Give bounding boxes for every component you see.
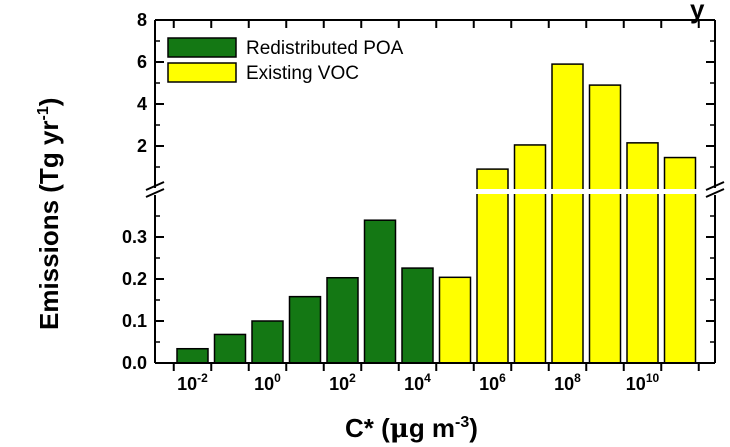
y-tick-label-upper: 4	[137, 94, 147, 114]
bar-redistributed-poa	[251, 320, 284, 364]
x-tick-label: 104	[404, 371, 431, 394]
axis-break-mark-left	[145, 188, 165, 198]
bar-redistributed-poa	[326, 276, 359, 364]
x-tick-label: 106	[479, 371, 506, 394]
legend-label-poa: Redistributed POA	[246, 38, 404, 59]
y-axis-title: Emissions (Tg yr-1)	[34, 98, 64, 330]
x-tick-label: 1010	[626, 371, 660, 394]
x-tick-label: 108	[554, 371, 581, 394]
x-axis-title: C* (μg m-3)	[345, 413, 478, 444]
bar-redistributed-poa	[213, 333, 247, 364]
axis-break-mark-right	[705, 181, 725, 191]
bar-existing-voc	[551, 63, 584, 364]
bar-existing-voc	[513, 144, 547, 364]
x-tick-label: 102	[329, 371, 356, 394]
bar-redistributed-poa	[176, 347, 209, 364]
x-tick-label: 10-2	[177, 371, 208, 394]
bar-existing-voc	[588, 84, 622, 364]
bar-existing-voc	[626, 142, 659, 364]
y-tick-label-lower: 0.2	[122, 269, 147, 289]
chart-title-fragment: y	[690, 0, 705, 24]
axis-break-mark-right	[705, 188, 725, 198]
y-tick-label-lower: 0.3	[122, 227, 147, 247]
legend-swatch-poa	[167, 37, 237, 58]
y-tick-label-lower: 0.0	[122, 353, 147, 373]
bar-existing-voc	[476, 168, 509, 364]
bar-redistributed-poa	[363, 219, 397, 364]
legend-label-voc: Existing VOC	[246, 63, 359, 84]
y-tick-label-upper: 2	[137, 136, 147, 156]
axis-break-band	[149, 189, 721, 194]
bars-group	[176, 63, 697, 364]
y-tick-label-upper: 8	[137, 10, 147, 30]
legend-swatch-voc	[167, 62, 237, 83]
bar-redistributed-poa	[401, 267, 434, 364]
bar-redistributed-poa	[288, 295, 322, 364]
y-tick-label-lower: 0.1	[122, 311, 147, 331]
y-tick-label-upper: 6	[137, 52, 147, 72]
axis-break-mark-left	[145, 181, 165, 191]
x-tick-label: 100	[254, 371, 281, 394]
legend: Redistributed POA Existing VOC	[167, 37, 404, 84]
bar-existing-voc	[438, 276, 472, 364]
bar-existing-voc	[663, 156, 697, 364]
